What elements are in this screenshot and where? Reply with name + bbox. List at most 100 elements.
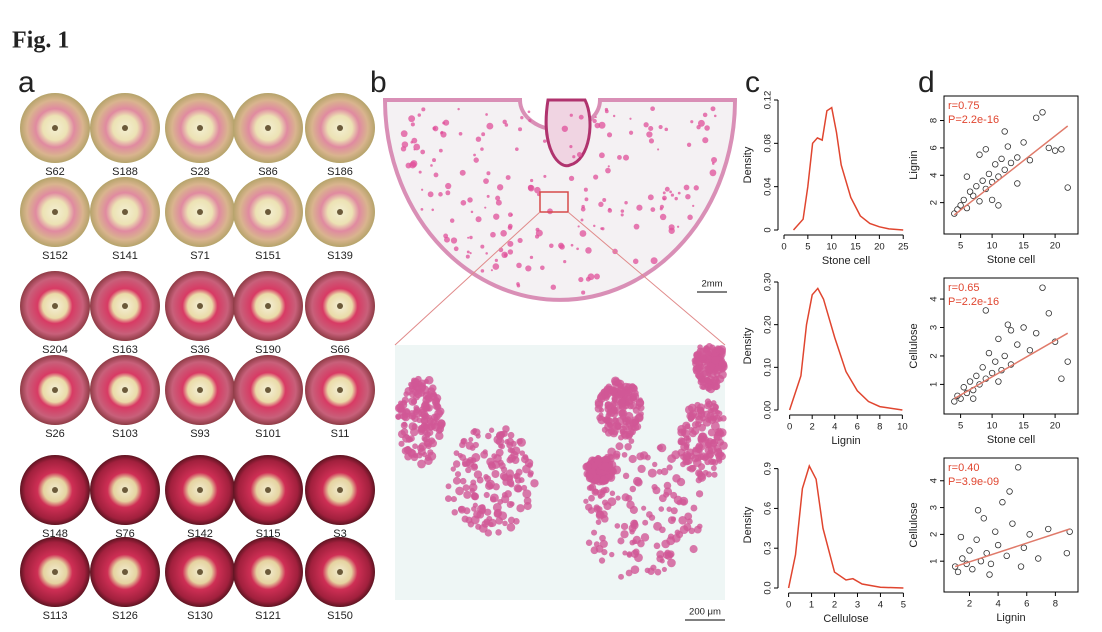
stone-cell-cluster (452, 460, 461, 468)
x-tick-label: 2 (967, 599, 972, 610)
sample-label: S126 (112, 610, 138, 622)
stone-cell-cluster (680, 499, 687, 506)
stone-cell-cluster (411, 415, 419, 423)
stone-cell (475, 136, 482, 142)
stone-cell (529, 255, 534, 260)
scatter-point (1063, 549, 1071, 557)
x-tick-label: 10 (987, 241, 998, 252)
stone-cell (420, 149, 426, 155)
stone-cell (648, 138, 655, 144)
stone-cell-cluster (472, 428, 478, 434)
stone-cell-cluster (675, 530, 684, 539)
stone-cell-cluster (711, 471, 718, 478)
stone-cell (427, 191, 434, 198)
stone-cell-cluster (616, 416, 625, 426)
scatter-point (1039, 109, 1046, 116)
pear-core (52, 487, 58, 493)
pear-core (265, 303, 271, 309)
stone-cell-cluster (583, 498, 589, 504)
scatter-point (960, 384, 967, 391)
scatter-point (963, 173, 971, 180)
stone-cell (433, 172, 439, 178)
scatter-point (957, 202, 964, 209)
stone-cell (481, 132, 486, 137)
x-tick-label: 4 (995, 599, 1000, 610)
stone-cell-cluster (709, 407, 715, 414)
x-tick-label: 20 (1050, 421, 1061, 432)
stone-cell (467, 197, 473, 203)
stone-cell (604, 109, 609, 114)
sample-label: S11 (331, 428, 350, 440)
y-tick-label: 4 (929, 173, 940, 178)
stone-cell-cluster (682, 454, 691, 463)
stone-cell-cluster (704, 458, 711, 466)
stone-cell (502, 119, 507, 125)
stone-cell (697, 119, 705, 127)
stone-cell-cluster (421, 434, 430, 443)
stone-cell-cluster (495, 448, 504, 457)
stone-cell (475, 216, 482, 223)
scatter-point (999, 499, 1006, 506)
stone-cell (669, 190, 672, 194)
stone-cell (470, 210, 474, 214)
stone-cell-cluster (694, 454, 702, 462)
stone-cell-cluster (698, 432, 707, 441)
y-tick-label: 0.08 (763, 134, 774, 153)
stone-cell-cluster (432, 401, 441, 410)
stone-cell (683, 184, 690, 191)
stone-cell-cluster (430, 423, 437, 430)
stone-cell (515, 147, 519, 151)
sample-label: S86 (258, 166, 278, 178)
scatter-point (973, 372, 980, 380)
scatter-point (1001, 128, 1008, 135)
stone-cell (408, 115, 416, 123)
stone-cell-cluster (704, 377, 711, 384)
annotation: r=0.75 (948, 100, 980, 112)
y-tick-label: 1 (929, 382, 940, 387)
sample-label: S141 (112, 250, 138, 262)
scatter-point (998, 155, 1005, 163)
stone-cell-cluster (622, 472, 630, 480)
stone-cell (510, 213, 513, 216)
x-axis-label: Lignin (996, 612, 1025, 624)
stone-cell (585, 276, 591, 282)
y-axis-label: Density (742, 327, 754, 364)
trend-line (953, 125, 1069, 216)
stone-cell-cluster (458, 505, 466, 514)
stone-cell-cluster (699, 414, 707, 422)
stone-cell (543, 174, 547, 178)
stone-cell (668, 227, 675, 234)
x-tick-label: 10 (897, 422, 908, 433)
stone-cell (527, 110, 531, 114)
scatter-point (1020, 324, 1027, 331)
scatter-point (1058, 146, 1065, 153)
stone-cell (598, 152, 605, 159)
stone-cell-cluster (469, 444, 476, 451)
scatter-point (1045, 310, 1052, 317)
stone-cell (620, 209, 625, 213)
pear-core (122, 209, 128, 215)
sample-label: S3 (333, 528, 346, 540)
annotation: r=0.65 (948, 282, 980, 294)
stone-cell (540, 265, 545, 271)
stone-cell-cluster (593, 541, 600, 548)
stone-cell-cluster (498, 511, 508, 521)
stone-cell-cluster (495, 529, 502, 536)
stone-cell-cluster (420, 422, 427, 429)
pear-core (197, 125, 203, 131)
stone-cell (628, 130, 634, 135)
stone-cell (485, 252, 488, 255)
stone-cell-cluster (637, 397, 643, 403)
stone-cell (583, 187, 588, 192)
stone-cell (485, 113, 488, 116)
stone-cell-cluster (620, 398, 626, 405)
stone-cell (612, 114, 616, 118)
pear-core (197, 209, 203, 215)
stone-cell (650, 257, 658, 265)
x-tick-label: 2 (832, 600, 837, 611)
sample-label: S188 (112, 166, 138, 178)
x-axis-label: Stone cell (987, 254, 1035, 266)
sample-label: S76 (115, 528, 135, 540)
stone-cell-cluster (620, 530, 629, 539)
stone-cell-cluster (483, 491, 490, 499)
